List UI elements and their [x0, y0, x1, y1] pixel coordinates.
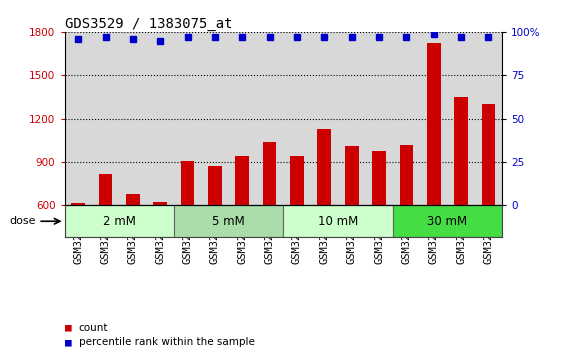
Bar	[372, 151, 386, 205]
Bar	[99, 173, 112, 205]
Text: 30 mM: 30 mM	[427, 215, 467, 228]
Text: percentile rank within the sample: percentile rank within the sample	[79, 337, 255, 347]
Bar	[208, 166, 222, 205]
Bar	[427, 44, 440, 205]
Bar	[71, 203, 85, 205]
Text: ■: ■	[65, 323, 78, 333]
Text: dose: dose	[10, 216, 36, 226]
Text: count: count	[79, 323, 108, 333]
Text: ■: ■	[65, 337, 78, 347]
Bar	[263, 142, 277, 205]
Bar	[126, 194, 140, 205]
Bar	[181, 160, 195, 205]
Text: 10 mM: 10 mM	[318, 215, 358, 228]
Bar	[318, 129, 331, 205]
Bar	[153, 202, 167, 205]
Text: 2 mM: 2 mM	[103, 215, 136, 228]
Bar	[454, 97, 468, 205]
Bar	[174, 205, 283, 237]
Text: 5 mM: 5 mM	[212, 215, 245, 228]
Bar	[65, 205, 174, 237]
Text: GDS3529 / 1383075_at: GDS3529 / 1383075_at	[65, 17, 232, 31]
Bar	[399, 144, 413, 205]
Bar	[283, 205, 393, 237]
Bar	[481, 104, 495, 205]
Bar	[393, 205, 502, 237]
Bar	[290, 156, 304, 205]
Bar	[236, 156, 249, 205]
Bar	[345, 146, 358, 205]
